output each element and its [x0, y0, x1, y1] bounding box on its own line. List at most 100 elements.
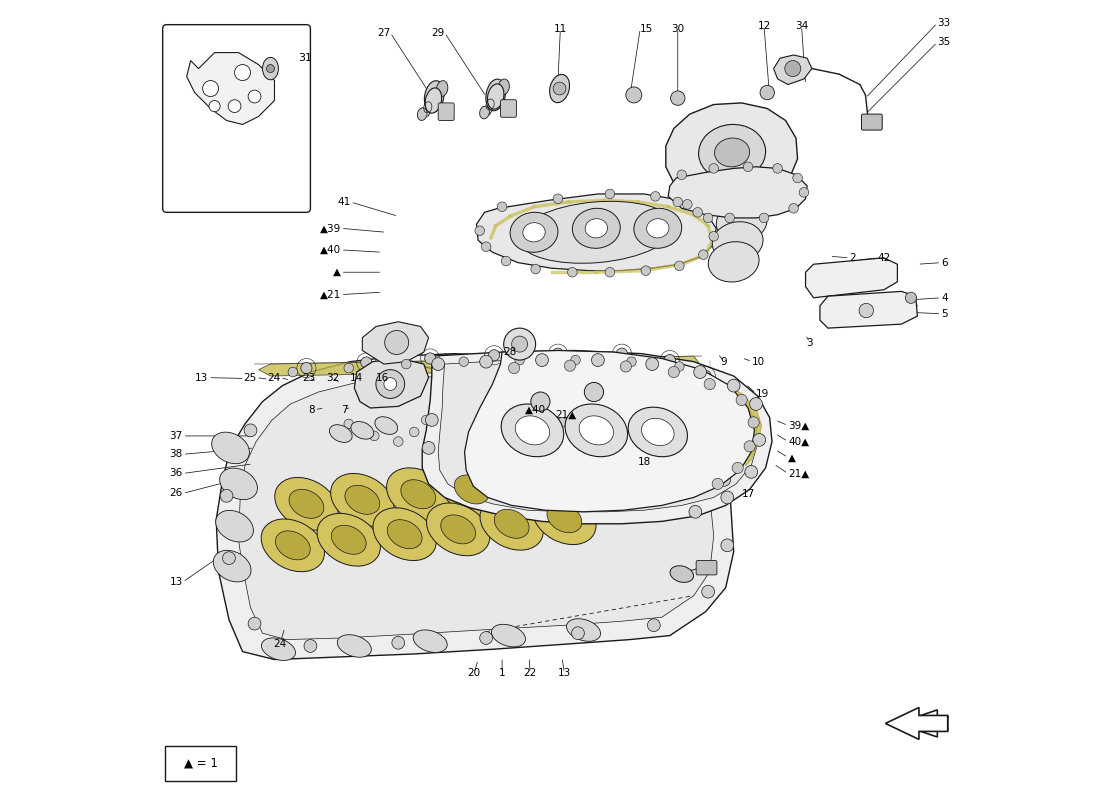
Circle shape	[432, 358, 444, 370]
Circle shape	[497, 202, 507, 211]
Text: 28: 28	[503, 347, 517, 357]
Text: 41: 41	[337, 197, 350, 207]
Circle shape	[228, 100, 241, 113]
Text: 5: 5	[942, 309, 948, 318]
Ellipse shape	[387, 520, 422, 549]
Text: 21▲: 21▲	[788, 469, 810, 478]
Circle shape	[736, 394, 747, 406]
Circle shape	[459, 357, 469, 366]
Circle shape	[905, 292, 916, 303]
Ellipse shape	[670, 566, 693, 582]
Circle shape	[744, 162, 752, 171]
Circle shape	[552, 348, 563, 359]
Ellipse shape	[698, 125, 766, 181]
Ellipse shape	[317, 514, 381, 566]
Circle shape	[370, 431, 379, 441]
Text: 22: 22	[524, 668, 537, 678]
Text: 21▲: 21▲	[556, 410, 576, 419]
Ellipse shape	[386, 468, 450, 521]
Polygon shape	[187, 53, 275, 125]
Circle shape	[409, 427, 419, 437]
Ellipse shape	[261, 519, 324, 572]
Text: ▲40: ▲40	[320, 245, 341, 255]
Text: 27: 27	[377, 28, 390, 38]
Text: 3: 3	[806, 338, 813, 347]
Ellipse shape	[492, 624, 526, 647]
Circle shape	[475, 226, 484, 235]
Ellipse shape	[515, 416, 550, 445]
FancyBboxPatch shape	[696, 561, 717, 575]
Circle shape	[744, 441, 756, 452]
Text: 31: 31	[298, 53, 312, 63]
Ellipse shape	[715, 138, 749, 167]
Circle shape	[733, 462, 744, 474]
Circle shape	[392, 636, 405, 649]
Ellipse shape	[437, 81, 448, 97]
Circle shape	[531, 392, 550, 411]
Circle shape	[536, 354, 549, 366]
Ellipse shape	[417, 108, 427, 121]
Circle shape	[712, 478, 724, 490]
Text: 15: 15	[640, 24, 653, 34]
Text: ▲: ▲	[788, 453, 796, 462]
Text: 13: 13	[558, 668, 571, 678]
Polygon shape	[239, 376, 714, 639]
Circle shape	[648, 619, 660, 631]
Ellipse shape	[486, 79, 506, 110]
Polygon shape	[354, 358, 429, 408]
Text: 32: 32	[327, 373, 340, 382]
Circle shape	[361, 357, 372, 368]
Ellipse shape	[427, 503, 490, 556]
Circle shape	[784, 61, 801, 77]
Circle shape	[627, 357, 636, 366]
Circle shape	[300, 362, 312, 374]
Text: 30: 30	[671, 24, 684, 34]
Circle shape	[421, 415, 431, 425]
Ellipse shape	[480, 106, 490, 119]
Ellipse shape	[331, 474, 394, 526]
Ellipse shape	[329, 425, 352, 442]
Polygon shape	[422, 350, 772, 524]
Circle shape	[572, 627, 584, 639]
Circle shape	[727, 379, 740, 392]
Ellipse shape	[565, 404, 628, 457]
Ellipse shape	[494, 510, 529, 538]
Polygon shape	[258, 356, 706, 376]
Ellipse shape	[211, 432, 250, 464]
Ellipse shape	[351, 422, 374, 439]
Circle shape	[745, 466, 758, 478]
Circle shape	[793, 173, 802, 182]
Ellipse shape	[373, 508, 437, 561]
Text: 35: 35	[937, 38, 950, 47]
Circle shape	[546, 427, 554, 437]
Circle shape	[676, 170, 686, 179]
Circle shape	[288, 367, 298, 377]
Ellipse shape	[720, 182, 771, 222]
Text: 25: 25	[243, 373, 256, 382]
Circle shape	[573, 411, 583, 421]
Ellipse shape	[400, 480, 436, 509]
Circle shape	[488, 350, 499, 361]
Text: 17: 17	[741, 490, 755, 499]
Ellipse shape	[441, 515, 475, 544]
Circle shape	[650, 191, 660, 201]
Polygon shape	[666, 103, 798, 202]
Ellipse shape	[262, 638, 296, 661]
Polygon shape	[820, 291, 917, 328]
Ellipse shape	[532, 492, 596, 545]
Text: 6: 6	[942, 258, 948, 268]
Text: 23: 23	[302, 373, 316, 382]
Circle shape	[385, 330, 408, 354]
Circle shape	[571, 355, 581, 365]
Ellipse shape	[572, 208, 620, 248]
Text: ▲40: ▲40	[525, 405, 546, 414]
Ellipse shape	[547, 504, 582, 533]
Circle shape	[202, 81, 219, 97]
Circle shape	[480, 355, 493, 368]
Circle shape	[266, 65, 275, 73]
Circle shape	[694, 366, 706, 378]
Ellipse shape	[213, 550, 251, 582]
Circle shape	[641, 266, 650, 275]
Text: 24: 24	[267, 373, 280, 382]
Ellipse shape	[426, 88, 442, 113]
